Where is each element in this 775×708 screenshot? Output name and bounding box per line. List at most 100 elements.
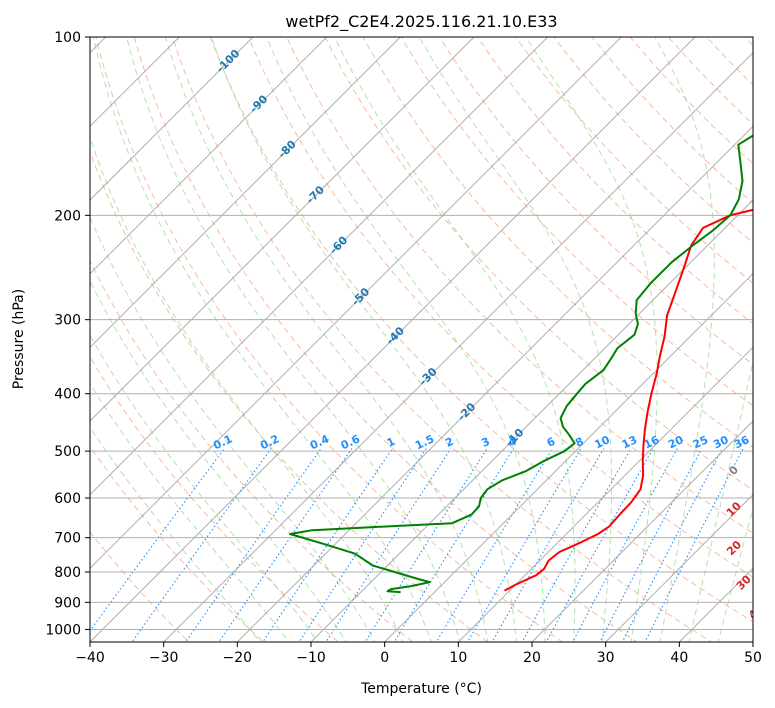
x-tick-label: −30	[149, 650, 179, 666]
mixing-ratio-label: 1	[385, 435, 397, 450]
mixing-ratio-line	[572, 448, 678, 642]
mixing-ratio-line	[218, 448, 353, 642]
x-axis-label: Temperature (°C)	[360, 681, 482, 697]
moist-adiabat-label: 40	[746, 602, 766, 622]
mixing-ratio-label: 36	[732, 433, 752, 451]
dry-adiabat	[95, 37, 564, 642]
y-tick-label: 500	[54, 444, 81, 460]
x-tick-label: −20	[223, 650, 253, 666]
temperature-profile	[504, 208, 753, 592]
x-tick-label: 30	[597, 650, 615, 666]
moist-adiabat-label: 10	[724, 499, 744, 519]
moist-adiabat	[90, 382, 290, 642]
moist-adiabat	[334, 37, 576, 642]
mixing-ratio-label: 30	[711, 433, 731, 451]
mixing-ratio-label: 25	[691, 433, 710, 451]
mixing-ratio-label: 3	[479, 435, 491, 450]
y-tick-label: 200	[54, 208, 81, 224]
dry-adiabat	[90, 356, 340, 642]
dry-adiabat	[90, 531, 190, 642]
y-tick-label: 800	[54, 565, 81, 581]
mixing-ratio-line	[644, 448, 744, 642]
dry-adiabat	[477, 37, 753, 325]
isotherm-line	[90, 37, 475, 422]
dry-adiabat	[744, 37, 753, 47]
y-tick-label: 600	[54, 491, 81, 507]
dry-adiabat	[133, 37, 638, 642]
x-tick-label: 40	[670, 650, 688, 666]
axes-layer: −40 −30 −20 −10 0 10 20 30 40 50 100 200 300 400 500 60…	[45, 30, 762, 666]
moist-adiabat	[90, 279, 347, 642]
y-tick-label: 900	[54, 595, 81, 611]
mixing-ratio-label: 0.6	[339, 432, 362, 452]
isotherm-line	[236, 125, 753, 642]
x-tick-label: −10	[296, 650, 326, 666]
moist-adiabat	[92, 37, 432, 642]
dry-adiabat	[705, 37, 753, 86]
y-tick-label: 1000	[45, 622, 81, 638]
mixing-ratio-label: 0.1	[211, 432, 234, 452]
mixing-ratio-label: 0.4	[308, 432, 331, 452]
moist-adiabat-label: 20	[724, 538, 744, 558]
x-tick-label: 0	[380, 650, 389, 666]
mixing-ratio-label: 13	[620, 433, 639, 451]
isotherm-line	[90, 37, 696, 642]
moist-adiabat	[210, 37, 518, 642]
moist-adiabat	[654, 37, 715, 642]
mixing-ratio-line	[262, 448, 393, 642]
dry-adiabat	[438, 37, 753, 366]
dry-adiabat	[248, 37, 753, 578]
moist-adiabat	[688, 358, 753, 642]
mixing-ratio-line	[185, 448, 322, 642]
plot-frame	[89, 36, 754, 643]
moist-adiabat	[126, 37, 461, 642]
isotherm-line	[90, 37, 549, 496]
isotherm-line	[90, 37, 254, 201]
mixing-ratio-label: 20	[666, 433, 686, 451]
x-tick-label: 10	[449, 650, 467, 666]
mixing-ratio-label: 2	[443, 435, 455, 450]
x-tick-label: 50	[744, 650, 762, 666]
dry-adiabat	[90, 445, 265, 642]
mixing-ratio-line	[435, 448, 553, 642]
isotherm-line	[531, 420, 753, 642]
isotherm-line	[90, 37, 402, 349]
isotherm-line	[90, 37, 181, 128]
dry-adiabat	[400, 37, 753, 407]
isotherm-line	[90, 37, 623, 570]
isotherm-line	[604, 493, 753, 642]
mixing-ratio-line	[521, 448, 632, 642]
chart-title: wetPf2_C2E4.2025.116.21.10.E33	[285, 12, 557, 32]
isotherm-line	[90, 37, 328, 275]
dry-adiabat	[90, 150, 489, 642]
dry-adiabat	[591, 37, 753, 204]
isotherm-line	[383, 272, 753, 642]
y-axis-label: Pressure (hPa)	[11, 289, 27, 389]
dry-adiabat	[286, 37, 753, 534]
isotherm-line	[457, 346, 753, 642]
mixing-ratio-line	[545, 448, 654, 642]
series-layer	[289, 134, 753, 594]
mixing-ratio-label: 16	[642, 433, 662, 451]
moist-adiabat	[717, 506, 753, 642]
y-tick-label: 100	[54, 30, 81, 46]
mixing-ratio-label: 0.2	[258, 432, 281, 452]
dry-adiabat	[515, 37, 753, 284]
dry-adiabat	[362, 37, 753, 449]
isotherm-line	[162, 51, 753, 642]
mixing-ratio-line	[599, 448, 703, 642]
mixing-ratio-line	[90, 448, 225, 632]
dry-adiabat	[90, 259, 414, 642]
dry-adiabat	[553, 37, 753, 244]
x-tick-label: −40	[75, 650, 105, 666]
dry-adiabat	[171, 37, 713, 642]
x-tick-label: 20	[523, 650, 541, 666]
mixing-ratio-label: 10	[593, 433, 613, 451]
mixing-ratio-line	[364, 448, 488, 642]
dry-adiabat	[667, 37, 753, 125]
y-tick-label: 400	[54, 387, 81, 403]
mixing-ratio-label: 1.5	[413, 432, 436, 452]
isotherm-line	[678, 567, 753, 642]
y-tick-label: 300	[54, 313, 81, 329]
